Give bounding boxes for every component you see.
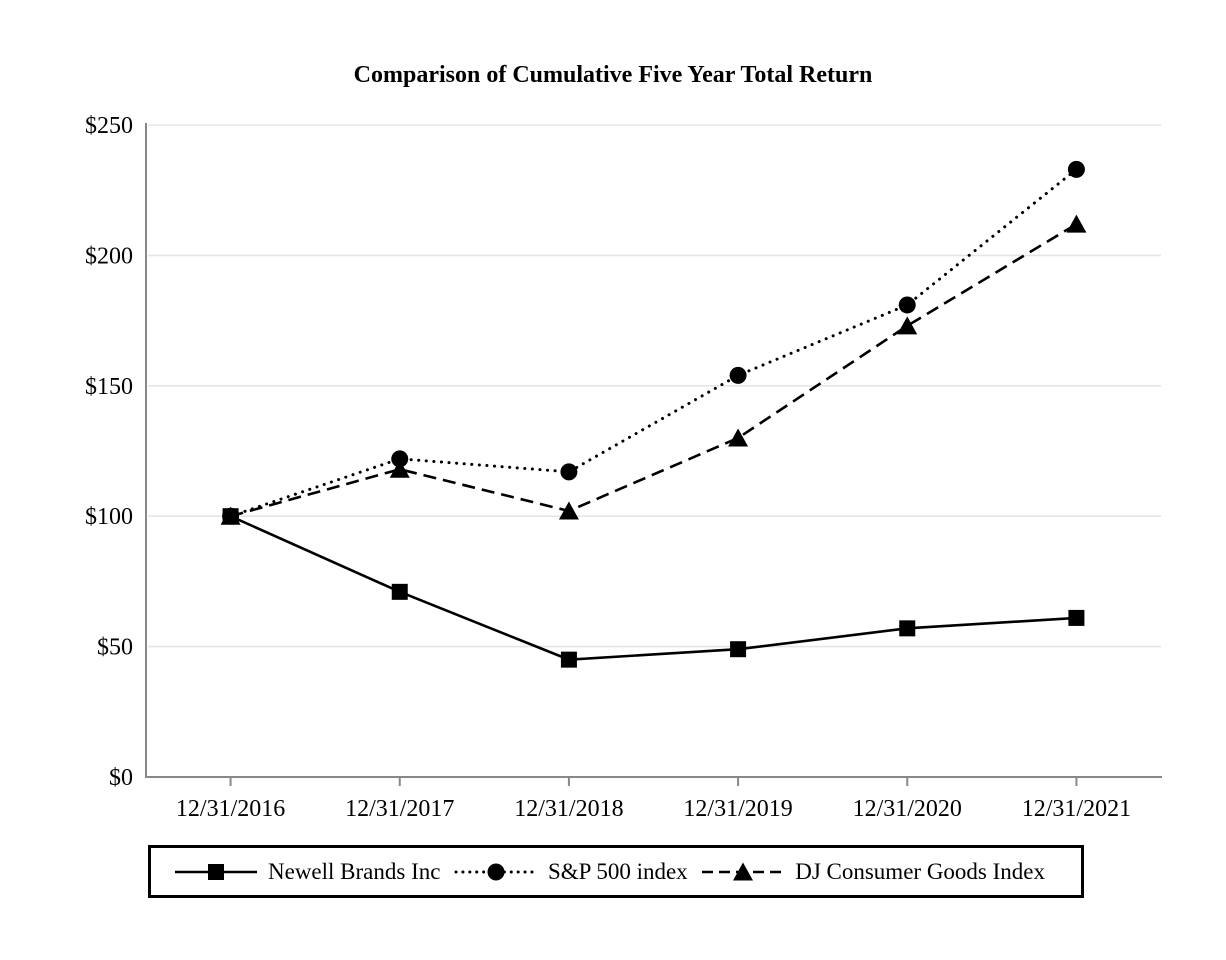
legend-label: Newell Brands Inc — [268, 858, 441, 884]
data-point-circle — [898, 296, 916, 314]
legend-item-dj-consumer-goods-index: DJ Consumer Goods Index — [700, 859, 1045, 885]
chart-legend: Newell Brands Inc S&P 500 index DJ Consu… — [148, 845, 1084, 898]
data-point-triangle — [728, 428, 749, 447]
square-marker-icon — [175, 863, 257, 880]
data-point-triangle — [558, 501, 579, 520]
y-tick-label: $200 — [85, 243, 133, 269]
x-axis-labels: 12/31/2016 12/31/2017 12/31/2018 12/31/2019… — [176, 796, 1131, 822]
data-point-square — [1068, 609, 1085, 626]
series-line-newell-brands-inc — [230, 515, 1077, 661]
x-tick-label: 12/31/2021 — [1022, 796, 1131, 822]
data-point-triangle — [220, 506, 241, 525]
legend-item-newell-brands-inc: Newell Brands Inc — [173, 859, 440, 885]
x-tick-label: 12/31/2020 — [853, 796, 962, 822]
y-gridlines — [148, 124, 1161, 648]
chart-title: Comparison of Cumulative Five Year Total… — [353, 62, 873, 88]
data-point-triangle — [1066, 214, 1087, 233]
series-line-dj-consumer-goods-index — [230, 222, 1078, 518]
y-tick-label: $150 — [85, 374, 133, 400]
y-axis-labels: $0 $50 $100 $150 $200 $250 — [85, 113, 133, 791]
y-tick-label: $50 — [97, 635, 133, 661]
legend-label: S&P 500 index — [547, 858, 688, 884]
triangle-marker-icon — [702, 862, 785, 880]
axes — [145, 123, 1162, 786]
data-point-square — [730, 641, 747, 658]
series-line-s-p-500-index — [229, 167, 1078, 518]
x-tick-label: 12/31/2018 — [514, 796, 623, 822]
circle-marker-icon — [454, 863, 538, 880]
data-point-square — [560, 651, 577, 668]
data-point-circle — [729, 366, 747, 384]
legend-item-sp-500-index: S&P 500 index — [453, 859, 688, 885]
y-tick-label: $0 — [109, 765, 133, 791]
data-point-circle — [391, 450, 409, 468]
x-tick-label: 12/31/2017 — [345, 796, 454, 822]
data-point-triangle — [389, 459, 410, 478]
series-markers-dj-consumer-goods-index — [220, 214, 1087, 525]
data-point-triangle — [897, 316, 918, 335]
x-tick-label: 12/31/2016 — [176, 796, 285, 822]
legend-label: DJ Consumer Goods Index — [795, 858, 1045, 884]
data-point-square — [391, 583, 408, 600]
y-tick-label: $100 — [85, 504, 133, 530]
series-markers-newell-brands-inc — [222, 508, 1085, 668]
x-tick-label: 12/31/2019 — [683, 796, 792, 822]
series-markers-s-p-500-index — [222, 160, 1085, 525]
data-point-square — [899, 620, 916, 637]
data-point-circle — [560, 463, 578, 481]
y-tick-label: $250 — [85, 113, 133, 139]
data-point-circle — [1067, 160, 1085, 178]
